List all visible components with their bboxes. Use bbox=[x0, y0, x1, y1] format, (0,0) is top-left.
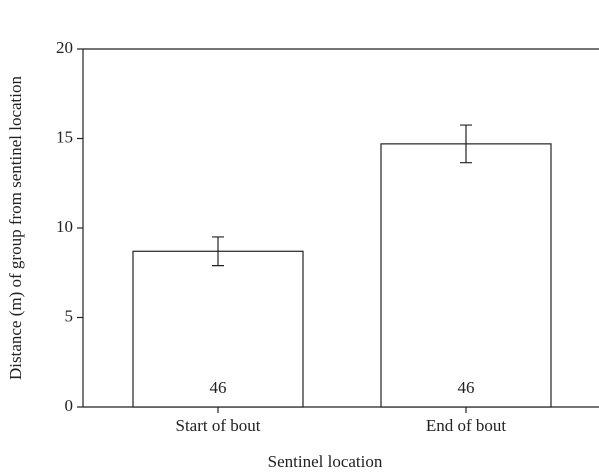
y-tick-label: 15 bbox=[56, 127, 73, 146]
error-bar bbox=[460, 124, 472, 164]
bar bbox=[132, 250, 304, 408]
annotation: 46 bbox=[210, 378, 227, 397]
y-tick-label: 20 bbox=[56, 38, 73, 57]
x-tick-label: End of bout bbox=[426, 416, 507, 435]
y-tick-label: 0 bbox=[65, 396, 74, 415]
y-tick-label: 5 bbox=[65, 306, 74, 325]
x-tick-label: Start of bout bbox=[176, 416, 261, 435]
y-axis-label: Distance (m) of group from sentinel loca… bbox=[6, 75, 25, 380]
x-axis-label: Sentinel location bbox=[268, 452, 383, 471]
y-tick-label: 10 bbox=[56, 217, 73, 236]
error-bar bbox=[212, 236, 224, 267]
bar bbox=[380, 143, 552, 408]
annotation: 46 bbox=[458, 378, 475, 397]
